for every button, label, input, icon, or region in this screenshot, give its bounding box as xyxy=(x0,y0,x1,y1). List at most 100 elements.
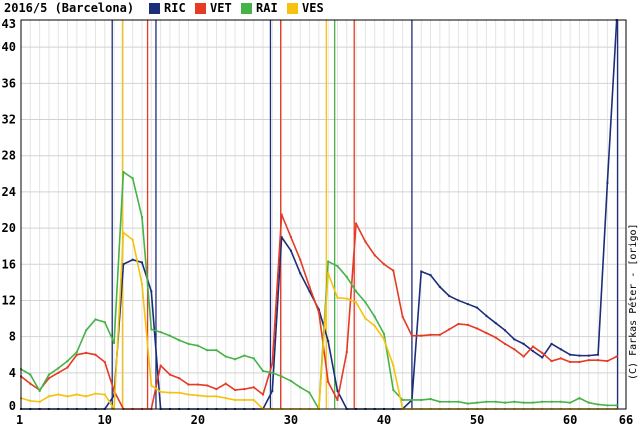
data-point-rai xyxy=(364,301,367,304)
data-point-vet xyxy=(94,353,97,356)
data-point-vet xyxy=(187,383,190,386)
data-point-ves xyxy=(243,398,246,401)
data-point-vet xyxy=(234,389,237,392)
data-point-rai xyxy=(420,398,423,401)
data-point-rai xyxy=(410,398,413,401)
data-point-vet xyxy=(569,360,572,363)
data-point-ves xyxy=(38,400,41,403)
data-point-vet xyxy=(504,342,506,345)
data-point-vet xyxy=(103,360,106,363)
data-point-rai xyxy=(355,290,358,293)
data-point-ves xyxy=(66,395,69,398)
data-point-vet xyxy=(429,333,432,336)
data-point-rai xyxy=(159,331,162,334)
chart-title: 2016/5 (Barcelona) xyxy=(4,1,135,15)
data-point-ves xyxy=(336,296,339,299)
data-point-vet xyxy=(559,357,562,360)
data-point-vet xyxy=(587,359,590,362)
x-tick-label: 66 xyxy=(619,413,633,427)
data-point-rai xyxy=(131,177,134,180)
data-point-ric xyxy=(522,342,525,345)
data-point-vet xyxy=(327,380,330,383)
data-point-ric xyxy=(597,353,600,356)
y-tick-label: 12 xyxy=(2,293,16,307)
data-point-ves xyxy=(355,301,358,304)
data-point-rai xyxy=(438,400,441,403)
y-tick-label: 8 xyxy=(9,330,16,344)
data-point-vet xyxy=(47,377,50,380)
data-point-rai xyxy=(85,329,88,332)
data-point-rai xyxy=(392,389,395,392)
data-point-ric xyxy=(122,263,125,266)
data-point-rai xyxy=(168,334,171,337)
data-point-ves xyxy=(383,338,385,341)
data-point-vet xyxy=(513,348,516,351)
data-point-ves xyxy=(187,393,190,396)
data-point-ves xyxy=(215,395,218,398)
data-point-rai xyxy=(224,355,227,358)
x-tick-label: 30 xyxy=(284,413,298,427)
data-point-rai xyxy=(215,349,218,352)
data-point-rai xyxy=(38,389,41,392)
data-point-ric xyxy=(317,308,320,311)
data-point-ves xyxy=(327,272,330,275)
legend-label-rai: RAI xyxy=(256,1,278,15)
data-point-rai xyxy=(587,401,590,404)
data-point-vet xyxy=(224,382,227,385)
data-point-rai xyxy=(559,400,562,403)
data-point-rai xyxy=(373,315,376,318)
data-point-ves xyxy=(392,364,395,367)
legend-swatch-ric xyxy=(149,2,160,14)
data-point-vet xyxy=(262,393,264,396)
data-point-rai xyxy=(457,400,460,403)
data-point-ric xyxy=(448,294,451,297)
plot-frame xyxy=(20,19,627,410)
data-point-ves xyxy=(196,394,199,397)
data-point-vet xyxy=(215,388,218,391)
data-point-rai xyxy=(252,357,255,360)
data-point-vet xyxy=(364,240,367,243)
data-point-rai xyxy=(578,397,581,400)
data-point-ric xyxy=(476,306,479,309)
data-point-vet xyxy=(168,373,171,376)
data-point-rai xyxy=(299,386,302,389)
data-point-vet xyxy=(550,360,553,363)
data-point-rai xyxy=(47,373,50,376)
y-tick-label: 20 xyxy=(2,221,16,235)
data-point-vet xyxy=(392,269,395,272)
data-point-rai xyxy=(327,260,330,263)
data-point-vet xyxy=(401,315,404,318)
data-point-vet xyxy=(299,258,302,261)
data-point-rai xyxy=(150,328,153,331)
data-point-rai xyxy=(66,360,69,363)
data-point-ric xyxy=(271,389,274,392)
data-point-rai xyxy=(178,339,181,342)
y-tick-label: 32 xyxy=(2,113,16,127)
data-point-vet xyxy=(438,333,441,336)
data-point-ric xyxy=(513,338,516,341)
x-tick-label: 20 xyxy=(191,413,205,427)
y-tick-label: 36 xyxy=(2,76,16,90)
data-point-rai xyxy=(243,354,246,357)
data-point-rai xyxy=(615,404,618,407)
data-point-rai xyxy=(57,367,60,370)
data-point-vet xyxy=(113,389,116,392)
data-point-rai xyxy=(383,332,385,335)
legend-label-ves: VES xyxy=(302,1,324,15)
data-point-ric xyxy=(141,261,143,264)
data-point-ric xyxy=(559,348,562,351)
data-point-ves xyxy=(122,231,125,234)
data-point-vet xyxy=(522,355,525,358)
data-point-ric xyxy=(569,353,572,356)
data-point-ves xyxy=(29,399,32,402)
data-point-rai xyxy=(280,375,283,378)
data-point-vet xyxy=(252,386,255,389)
data-point-vet xyxy=(476,327,479,330)
data-point-rai xyxy=(522,401,525,404)
data-point-ves xyxy=(159,390,162,393)
data-point-rai xyxy=(141,216,143,219)
data-point-vet xyxy=(66,366,69,369)
data-point-ric xyxy=(494,322,497,325)
data-point-ves xyxy=(373,324,376,327)
